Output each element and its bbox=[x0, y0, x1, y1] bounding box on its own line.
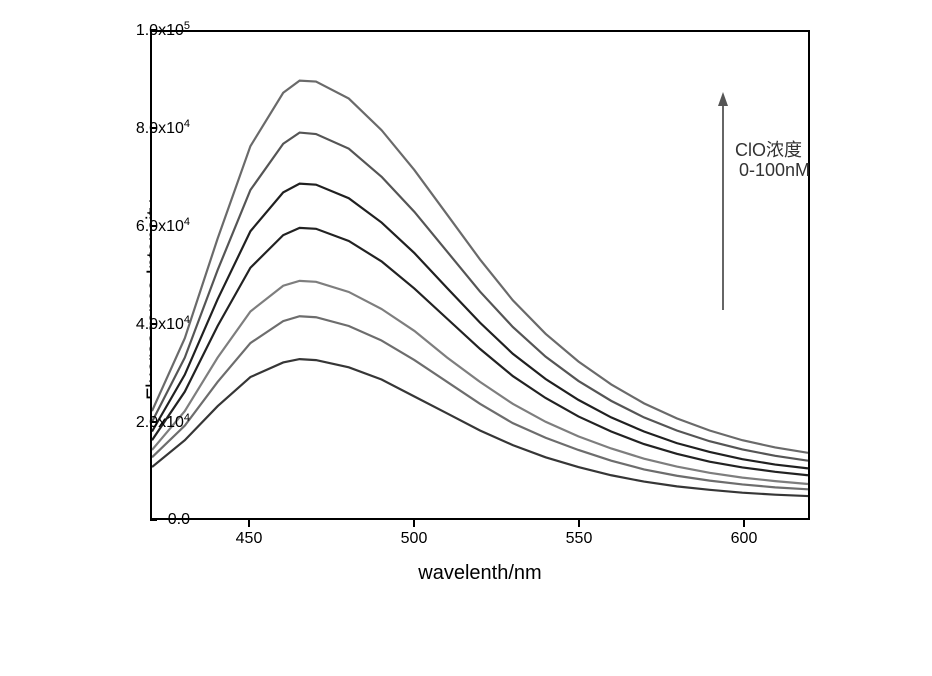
x-tick bbox=[413, 520, 415, 527]
y-tick-label: 6.0x104 bbox=[136, 216, 190, 236]
y-tick-label: 1.0x105 bbox=[136, 20, 190, 40]
x-axis-label: wavelenth/nm bbox=[418, 562, 541, 585]
series-curve bbox=[152, 359, 808, 496]
chart-container: Fluorescence Intensity ClO浓度 0-100nM wav… bbox=[100, 20, 860, 580]
y-tick bbox=[150, 519, 157, 521]
x-tick bbox=[578, 520, 580, 527]
series-curve bbox=[152, 133, 808, 461]
y-tick-label: 4.0x104 bbox=[136, 314, 190, 334]
x-tick-label: 450 bbox=[236, 530, 263, 548]
plot-area: ClO浓度 0-100nM bbox=[150, 30, 810, 520]
arrow-icon bbox=[716, 92, 730, 312]
series-curve bbox=[152, 316, 808, 489]
x-tick bbox=[743, 520, 745, 527]
y-tick-label: 8.0x104 bbox=[136, 118, 190, 138]
series-curve bbox=[152, 184, 808, 469]
curves-svg bbox=[152, 32, 808, 518]
series-curve bbox=[152, 228, 808, 475]
x-tick-label: 500 bbox=[401, 530, 428, 548]
y-tick-label: 0.0 bbox=[168, 511, 190, 529]
annotation-line1: ClO浓度 bbox=[735, 136, 802, 162]
x-tick-label: 550 bbox=[566, 530, 593, 548]
x-tick bbox=[248, 520, 250, 527]
annotation-line2: 0-100nM bbox=[739, 160, 810, 181]
y-tick-label: 2.0x104 bbox=[136, 412, 190, 432]
series-curve bbox=[152, 281, 808, 484]
x-tick-label: 600 bbox=[731, 530, 758, 548]
